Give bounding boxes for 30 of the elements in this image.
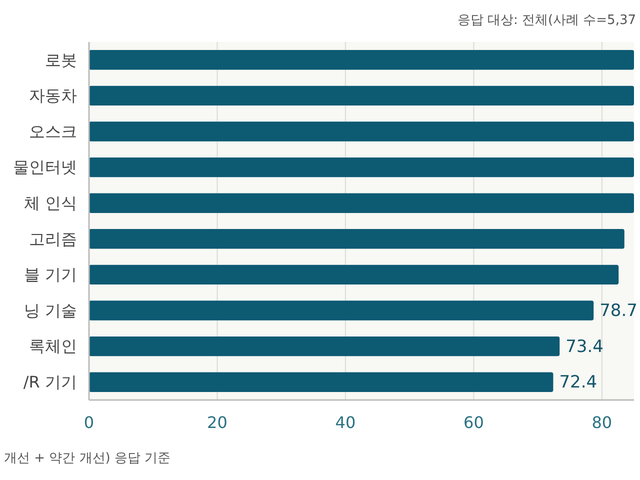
bar <box>89 229 624 249</box>
y-tick-label: 자동차 <box>29 86 77 106</box>
bar <box>89 336 560 356</box>
y-tick-label: 닝 기술 <box>24 300 77 320</box>
bar <box>89 157 634 178</box>
data-label: 73.4 <box>566 336 604 357</box>
y-tick-label: 물인터넷 <box>13 158 77 177</box>
bar <box>89 372 554 392</box>
data-label: 72.4 <box>559 372 598 393</box>
x-tick-label: 0 <box>84 413 94 432</box>
bar <box>89 50 634 70</box>
data-label: 78.7 <box>600 301 638 322</box>
bar <box>89 122 634 142</box>
x-tick-label: 40 <box>335 413 356 432</box>
bar <box>89 300 594 320</box>
y-tick-label: 고리즘 <box>29 229 77 248</box>
y-tick-label: 블 기기 <box>24 265 77 284</box>
y-tick-label: 로봇 <box>45 50 77 70</box>
chart-subtitle: 응답 대상: 전체(사례 수=5,37 <box>457 13 636 28</box>
y-tick-label: 오스크 <box>29 122 77 141</box>
y-tick-label: 록체인 <box>29 336 77 356</box>
y-tick-label: /R 기기 <box>23 372 77 392</box>
x-tick-label: 60 <box>464 413 484 432</box>
bar <box>89 264 619 285</box>
x-tick-label: 80 <box>592 413 612 432</box>
x-tick-label: 20 <box>207 413 228 432</box>
text: 개선 + 약간 개선) 응답 기준 <box>4 451 171 466</box>
bar <box>89 193 634 213</box>
bar <box>89 86 634 106</box>
y-tick-label: 체 인식 <box>24 193 77 212</box>
